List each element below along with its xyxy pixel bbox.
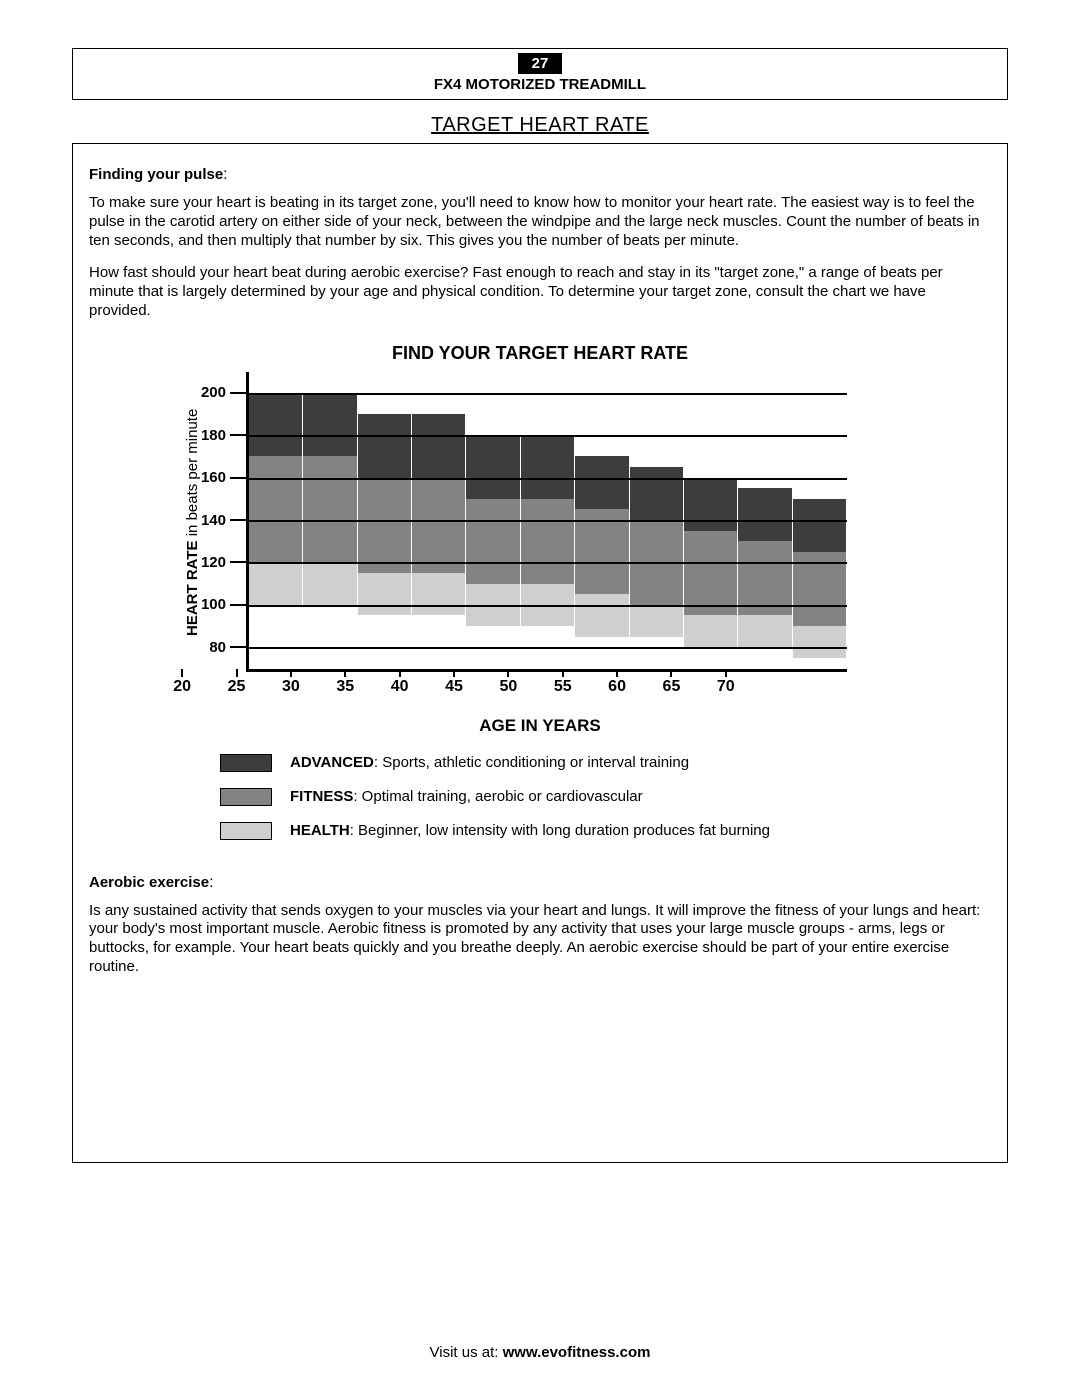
bar-health bbox=[738, 615, 792, 647]
section-aerobic: Aerobic exercise: bbox=[89, 874, 991, 892]
y-axis-label: HEART RATE in beats per minute bbox=[180, 372, 202, 672]
heart-rate-chart: HEART RATE in beats per minute 801001201… bbox=[180, 372, 900, 672]
bar-advanced bbox=[575, 456, 629, 509]
bar-health bbox=[684, 615, 738, 647]
bar-advanced bbox=[249, 393, 303, 457]
page-number: 27 bbox=[518, 53, 563, 74]
chart-title: FIND YOUR TARGET HEART RATE bbox=[89, 343, 991, 364]
bar-fitness bbox=[521, 499, 575, 584]
content-box: Finding your pulse: To make sure your he… bbox=[72, 143, 1008, 1163]
bar-health bbox=[412, 573, 466, 615]
legend-item-advanced: ADVANCED: Sports, athletic conditioning … bbox=[220, 754, 860, 772]
paragraph: To make sure your heart is beating in it… bbox=[89, 194, 991, 250]
header-box: 27 FX4 MOTORIZED TREADMILL bbox=[72, 48, 1008, 100]
x-tick: 20 bbox=[167, 678, 197, 696]
bar-advanced bbox=[412, 414, 466, 478]
bar-advanced bbox=[630, 467, 684, 520]
bar-fitness bbox=[466, 499, 520, 584]
legend-item-health: HEALTH: Beginner, low intensity with lon… bbox=[220, 822, 860, 840]
bar-advanced bbox=[303, 393, 357, 457]
x-tick: 35 bbox=[330, 678, 360, 696]
legend-item-fitness: FITNESS: Optimal training, aerobic or ca… bbox=[220, 788, 860, 806]
legend-swatch bbox=[220, 788, 272, 806]
x-tick: 40 bbox=[385, 678, 415, 696]
bar-fitness bbox=[575, 509, 629, 594]
bar-advanced bbox=[358, 414, 412, 478]
x-tick: 70 bbox=[711, 678, 741, 696]
bar-fitness bbox=[684, 531, 738, 616]
product-name: FX4 MOTORIZED TREADMILL bbox=[73, 76, 1007, 93]
legend-swatch bbox=[220, 822, 272, 840]
x-tick: 60 bbox=[602, 678, 632, 696]
section-heading: Aerobic exercise bbox=[89, 874, 209, 891]
chart-legend: ADVANCED: Sports, athletic conditioning … bbox=[220, 754, 860, 840]
bar-health bbox=[793, 626, 847, 658]
x-tick: 55 bbox=[548, 678, 578, 696]
bar-advanced bbox=[738, 488, 792, 541]
x-axis-label: AGE IN YEARS bbox=[89, 716, 991, 736]
y-ticks: 80100120140160180200 bbox=[202, 372, 246, 672]
plot-area bbox=[246, 372, 847, 672]
bar-health bbox=[303, 562, 357, 604]
paragraph: Is any sustained activity that sends oxy… bbox=[89, 902, 991, 977]
page: 27 FX4 MOTORIZED TREADMILL TARGET HEART … bbox=[0, 0, 1080, 1397]
section-heading: Finding your pulse bbox=[89, 166, 223, 183]
bar-fitness bbox=[249, 456, 303, 562]
section-finding-pulse: Finding your pulse: bbox=[89, 166, 991, 184]
bar-health bbox=[358, 573, 412, 615]
x-tick: 30 bbox=[276, 678, 306, 696]
bar-fitness bbox=[303, 456, 357, 562]
x-tick: 45 bbox=[439, 678, 469, 696]
bar-health bbox=[249, 562, 303, 604]
paragraph: How fast should your heart beat during a… bbox=[89, 264, 991, 320]
bar-health bbox=[630, 605, 684, 637]
footer: Visit us at: www.evofitness.com bbox=[0, 1344, 1080, 1361]
footer-url: www.evofitness.com bbox=[503, 1344, 651, 1361]
bar-fitness bbox=[358, 478, 412, 573]
bar-advanced bbox=[466, 435, 520, 499]
bar-advanced bbox=[521, 435, 575, 499]
x-tick: 50 bbox=[493, 678, 523, 696]
page-title: TARGET HEART RATE bbox=[72, 114, 1008, 137]
x-tick: 65 bbox=[656, 678, 686, 696]
bar-advanced bbox=[793, 499, 847, 552]
x-ticks: 20 25 30 35 40 45 50 55 60 65 70 bbox=[155, 672, 756, 712]
x-tick: 25 bbox=[222, 678, 252, 696]
legend-swatch bbox=[220, 754, 272, 772]
bar-advanced bbox=[684, 478, 738, 531]
bar-fitness bbox=[412, 478, 466, 573]
bar-health bbox=[575, 594, 629, 636]
